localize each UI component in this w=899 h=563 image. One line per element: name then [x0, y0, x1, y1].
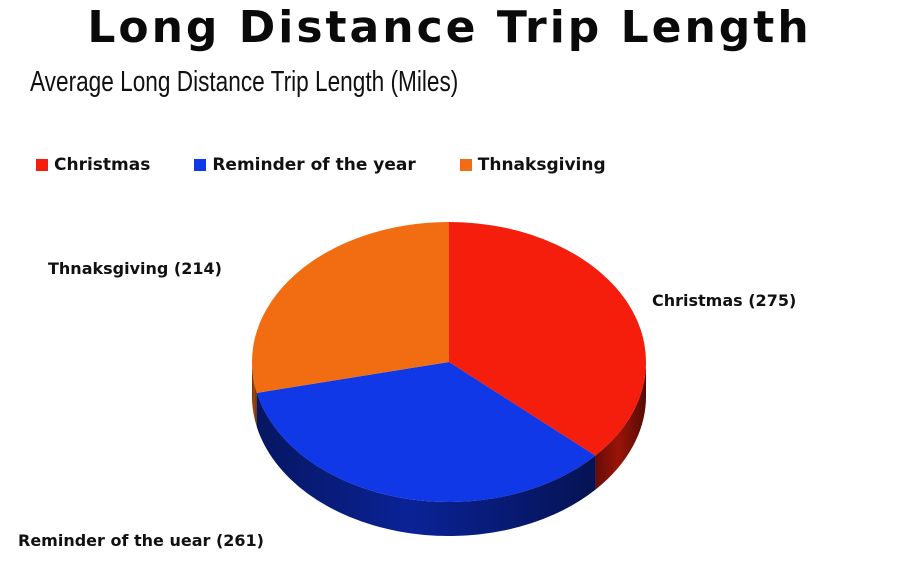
pie-slice-christmas [449, 222, 646, 456]
slice-label-christmas: Christmas (275) [652, 291, 796, 310]
legend-label-thanksgiving: Thnaksgiving [477, 155, 606, 175]
pie-side-walls [252, 362, 646, 536]
chart-title: Long Distance Trip Length [87, 2, 812, 53]
legend-label-reminder-of-the-year: Reminder of the year [212, 155, 416, 175]
chart-legend: Christmas Reminder of the year Thnaksgiv… [36, 155, 606, 175]
legend-swatch-christmas [36, 159, 48, 171]
pie-side-shade-thanksgiving [252, 362, 257, 427]
chart-subtitle: Average Long Distance Trip Length (Miles… [30, 66, 459, 98]
pie-side-shade-christmas [595, 362, 646, 490]
pie-side-shade-reminder-of-the-year [256, 392, 596, 536]
pie-slice-reminder-of-the-year [256, 362, 596, 503]
pie-top-faces [252, 222, 646, 503]
slice-label-thanksgiving: Thnaksgiving (214) [48, 259, 222, 278]
legend-swatch-reminder-of-the-year [194, 159, 207, 171]
legend-item-thanksgiving: Thnaksgiving [459, 155, 606, 175]
legend-label-christmas: Christmas [54, 155, 151, 175]
slice-label-reminder-of-the-year: Reminder of the uear (261) [18, 531, 264, 550]
legend-item-reminder-of-the-year: Reminder of the year [194, 155, 416, 175]
legend-swatch-thanksgiving [459, 159, 472, 171]
legend-item-christmas: Christmas [36, 155, 150, 175]
pie-slice-thanksgiving [252, 222, 449, 393]
